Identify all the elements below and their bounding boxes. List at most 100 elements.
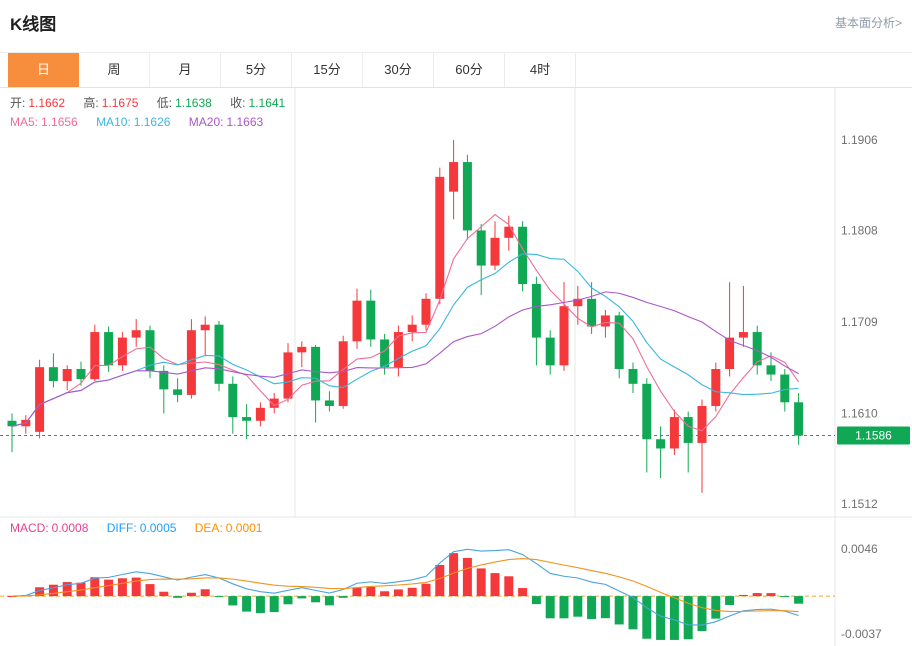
macd-value: 0.0008 [51, 521, 89, 535]
macd-hist-bar [76, 582, 86, 597]
dea-line [11, 558, 799, 613]
candle-body [545, 337, 555, 366]
candle-body [711, 369, 721, 406]
macd-hist-bar [338, 596, 348, 598]
macd-hist-bar [324, 596, 334, 606]
open-readout: 开: 1.1662 [10, 96, 65, 110]
macd-label: MACD: [10, 521, 49, 535]
macd-hist-bar [504, 576, 514, 597]
candle-body [200, 324, 210, 331]
macd-hist-bar [628, 596, 638, 630]
ma20-value: 1.1663 [226, 115, 264, 129]
macd-hist-bar [48, 584, 58, 597]
dea-readout: DEA: 0.0001 [195, 521, 263, 535]
candle-body [269, 398, 279, 408]
candle-body [380, 339, 390, 368]
candle-body [366, 300, 376, 340]
tab-15min[interactable]: 15分 [292, 53, 363, 87]
ma10-readout: MA10: 1.1626 [96, 115, 170, 129]
tab-60min[interactable]: 60分 [434, 53, 505, 87]
diff-value: 0.0005 [139, 521, 177, 535]
tab-day[interactable]: 日 [8, 53, 79, 87]
macd-hist-bar [476, 568, 486, 597]
macd-hist-bar [366, 586, 376, 597]
diff-readout: DIFF: 0.0005 [107, 521, 177, 535]
candle-body [725, 337, 735, 370]
ma5-readout: MA5: 1.1656 [10, 115, 78, 129]
macd-hist-bar [642, 596, 652, 639]
macd-hist-bar [104, 579, 114, 597]
y-axis-tick: 1.1906 [841, 133, 878, 147]
macd-hist-bar [545, 596, 555, 619]
macd-hist-bar [242, 596, 252, 612]
macd-hist-bar [380, 591, 390, 597]
macd-hist-bar [738, 594, 748, 597]
candle-body [518, 226, 528, 285]
macd-hist-bar [7, 596, 17, 598]
candle-body [697, 405, 707, 443]
macd-hist-bar [697, 596, 707, 632]
macd-hist-bar [173, 596, 183, 598]
candle-body [255, 407, 265, 421]
ma10-value: 1.1626 [133, 115, 171, 129]
candle-body [614, 315, 624, 370]
candle-body [490, 237, 500, 266]
tab-week[interactable]: 周 [79, 53, 150, 87]
macd-hist-bar [200, 589, 210, 597]
current-price-badge [837, 426, 910, 445]
macd-hist-bar [656, 596, 666, 640]
macd-readout: MACD: 0.0008 [10, 521, 88, 535]
candle-body [462, 162, 472, 231]
candle-body [173, 389, 183, 395]
candle-body [435, 176, 445, 299]
y-axis-tick: 1.1709 [841, 315, 878, 329]
tab-5min[interactable]: 5分 [221, 53, 292, 87]
candle-body [642, 383, 652, 440]
tab-30min[interactable]: 30分 [363, 53, 434, 87]
macd-hist-bar [90, 577, 100, 597]
ohlc-legend: 开: 1.1662 高: 1.1675 低: 1.1638 收: 1.1641 [10, 94, 300, 111]
candle-body [476, 230, 486, 266]
macd-hist-bar [518, 588, 528, 597]
macd-hist-bar [311, 596, 321, 603]
candle-body [352, 300, 362, 342]
macd-hist-bar [766, 593, 776, 597]
diff-line [11, 548, 799, 626]
macd-hist-bar [407, 587, 417, 597]
macd-hist-bar [435, 565, 445, 597]
candle-body [683, 417, 693, 443]
ma-legend: MA5: 1.1656 MA10: 1.1626 MA20: 1.1663 [10, 115, 278, 129]
macd-hist-bar [683, 596, 693, 640]
candle-body [186, 330, 196, 395]
macd-hist-bar [669, 596, 679, 640]
candle-body [393, 332, 403, 368]
candle-body [421, 298, 431, 325]
candle-body [780, 374, 790, 403]
macd-hist-bar [186, 592, 196, 597]
diff-label: DIFF: [106, 521, 137, 535]
candle-body [131, 330, 141, 338]
macd-hist-bar [159, 591, 169, 597]
low-readout: 低: 1.1638 [157, 96, 212, 110]
macd-hist-bar [283, 596, 293, 605]
macd-hist-bar [490, 573, 500, 597]
ma20-line [11, 291, 799, 427]
macd-hist-bar [725, 596, 735, 605]
macd-axis-tick: -0.0037 [841, 627, 882, 641]
candle-body [117, 337, 127, 366]
dea-label: DEA: [194, 521, 223, 535]
high-label: 高: [83, 96, 99, 110]
tab-month[interactable]: 月 [150, 53, 221, 87]
macd-hist-bar [62, 582, 72, 597]
fundamental-analysis-link[interactable]: 基本面分析> [834, 15, 902, 30]
macd-hist-bar [255, 596, 265, 614]
open-label: 开: [10, 96, 26, 110]
candle-body [587, 298, 597, 327]
candle-body [7, 420, 17, 427]
candle-body [283, 352, 293, 399]
macd-axis-tick: 0.0046 [841, 542, 878, 556]
tab-4hour[interactable]: 4时 [505, 53, 576, 87]
candle-body [600, 315, 610, 327]
